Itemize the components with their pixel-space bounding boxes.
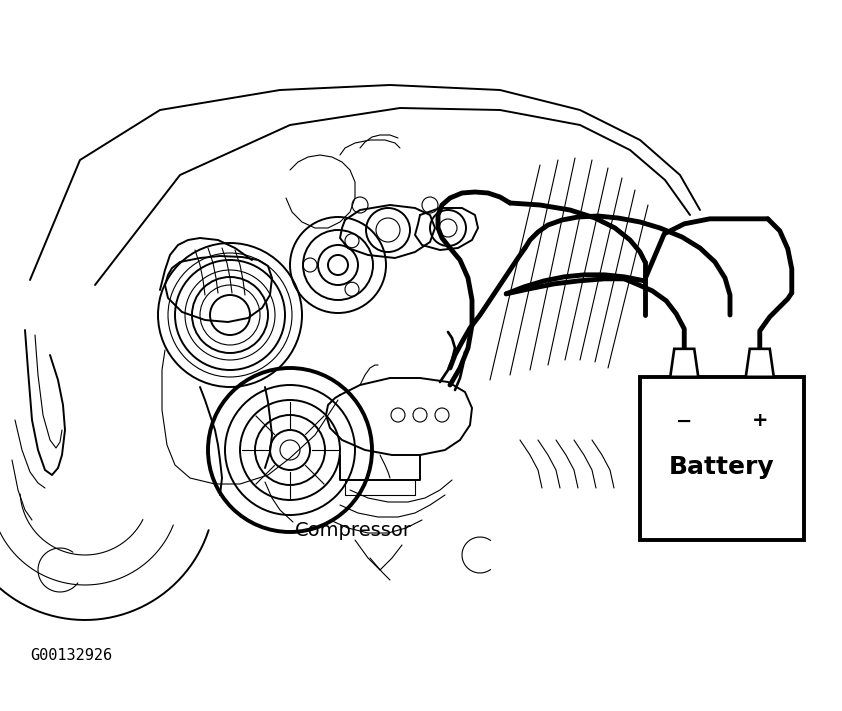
- Text: Compressor: Compressor: [295, 520, 412, 540]
- Polygon shape: [746, 349, 774, 377]
- Polygon shape: [670, 349, 698, 377]
- Circle shape: [738, 399, 781, 443]
- Text: −: −: [676, 412, 692, 430]
- Text: G00132926: G00132926: [30, 648, 112, 663]
- Text: +: +: [752, 412, 768, 430]
- Bar: [640, 377, 804, 540]
- Text: Battery: Battery: [669, 455, 775, 479]
- Circle shape: [663, 399, 706, 443]
